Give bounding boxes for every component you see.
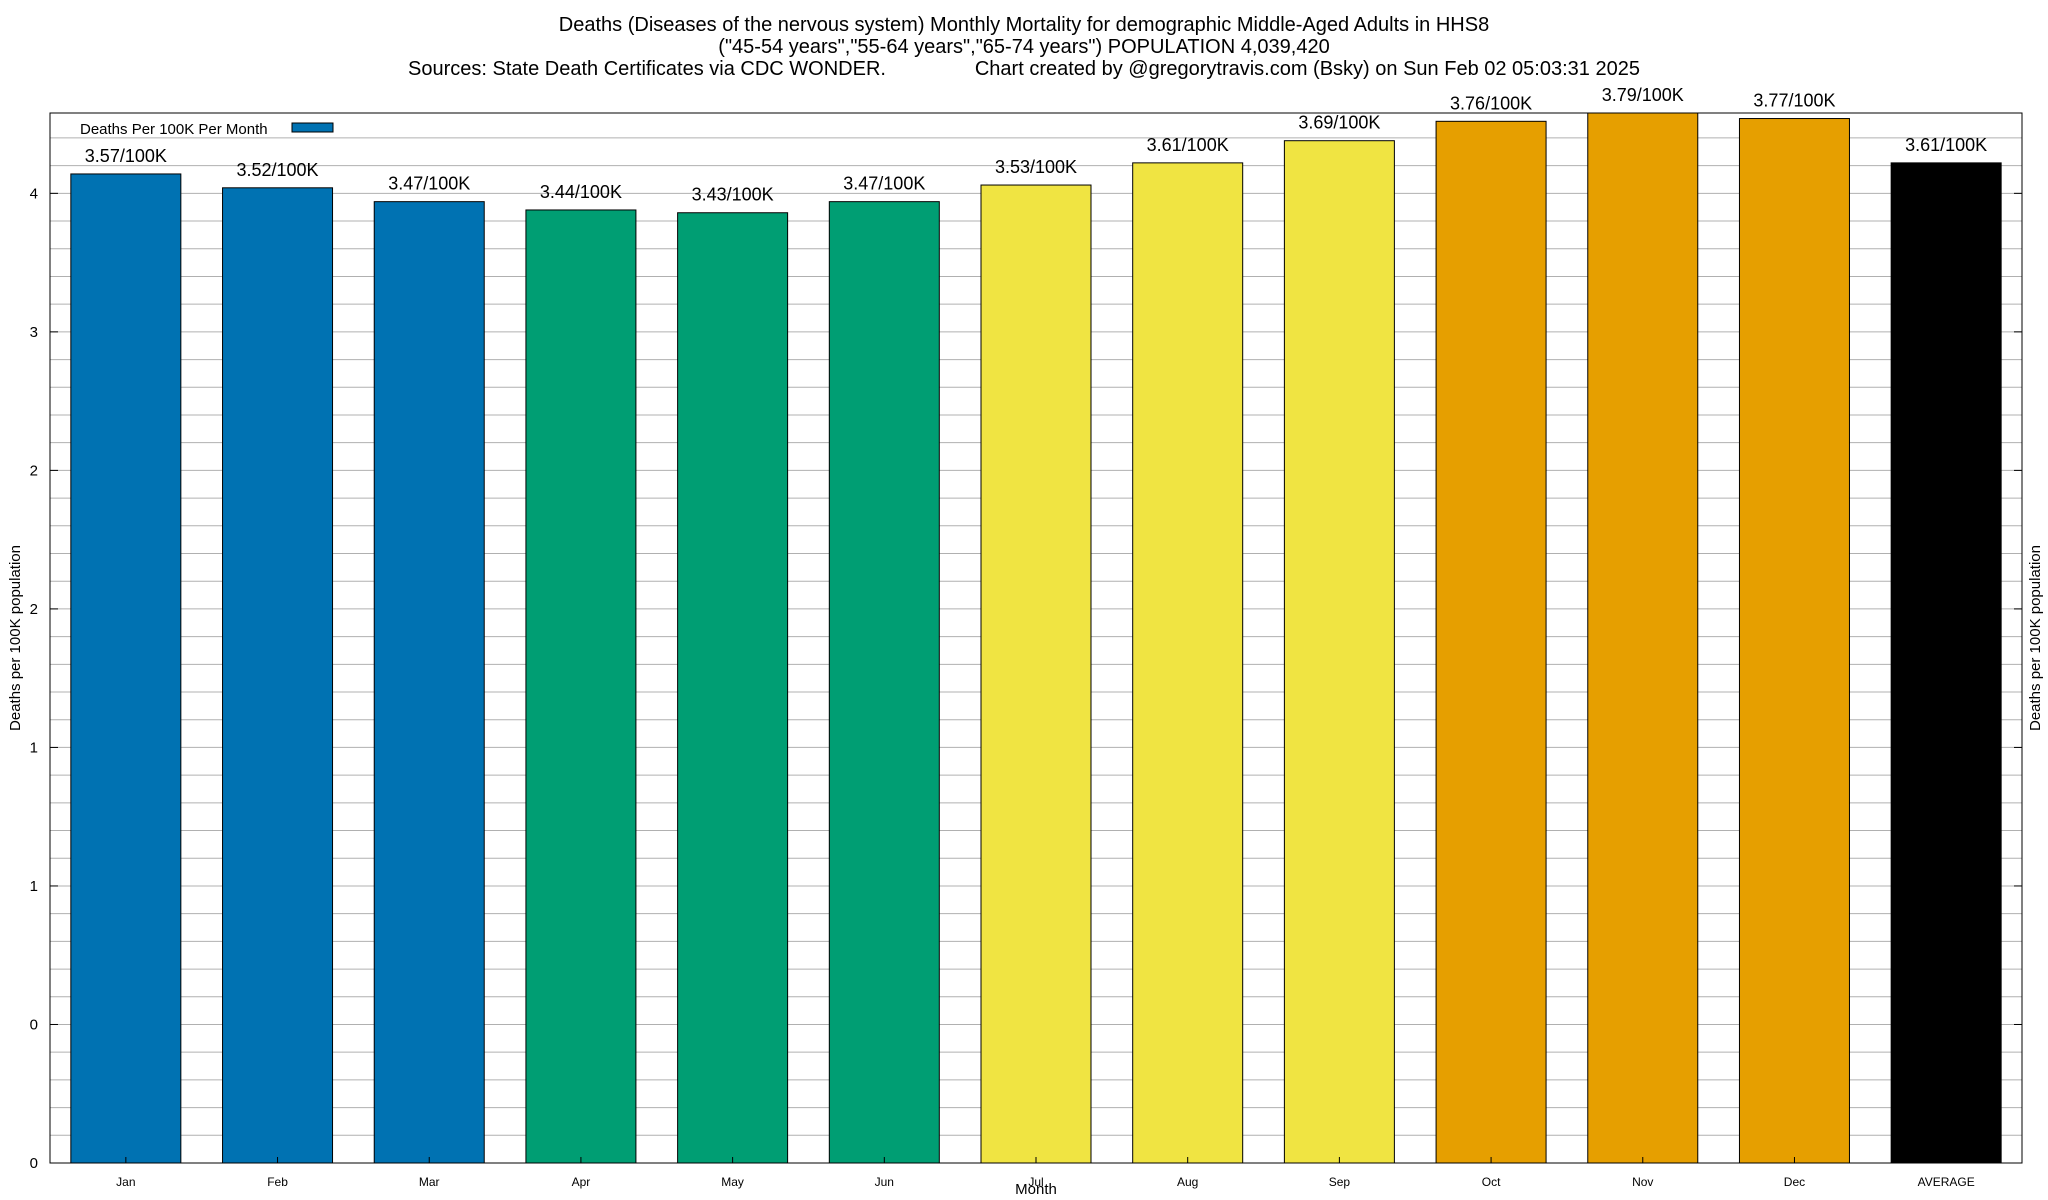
y-tick-label: 0 <box>30 1016 38 1033</box>
y-tick-label: 4 <box>30 185 38 202</box>
bar <box>222 187 334 1164</box>
bar <box>1587 112 1699 1164</box>
bar-value-label: 3.44/100K <box>540 182 622 202</box>
x-tick-label: AVERAGE <box>1918 1175 1975 1189</box>
x-tick-label: Dec <box>1784 1175 1805 1189</box>
bar <box>677 212 789 1164</box>
bar <box>828 201 940 1164</box>
x-tick-label: Feb <box>267 1175 288 1189</box>
legend-label: Deaths Per 100K Per Month <box>80 121 268 138</box>
bar-value-label: 3.47/100K <box>388 174 470 194</box>
x-tick-label: Aug <box>1177 1175 1198 1189</box>
chart-source-line: Sources: State Death Certificates via CD… <box>408 58 1640 80</box>
bar-value-label: 3.61/100K <box>1905 135 1987 155</box>
axes: Jan Feb Mar Apr May Jun Jul Aug Sep Oct Nov Dec AVER… <box>7 112 2044 1198</box>
y-tick-label: 2 <box>30 462 38 479</box>
legend-swatch <box>291 122 334 133</box>
bar <box>1435 120 1547 1164</box>
bar-value-label: 3.53/100K <box>995 157 1077 177</box>
legend: Deaths Per 100K Per Month <box>80 121 334 138</box>
chart-title: Deaths (Diseases of the nervous system) … <box>558 14 1490 36</box>
y2-axis-title: Deaths per 100K population <box>2027 545 2044 731</box>
bars <box>70 112 2002 1164</box>
data-labels: 3.57/100K 3.52/100K 3.47/100K 3.44/100K 3.43… <box>85 85 1987 205</box>
chart-subtitle: ("45-54 years","55-64 years","65-74 year… <box>718 36 1330 58</box>
bar <box>1890 162 2002 1164</box>
bar-value-label: 3.47/100K <box>843 174 925 194</box>
x-tick-label: May <box>721 1175 744 1189</box>
y-tick-label: 1 <box>30 878 38 895</box>
y-tick-label: 0 <box>30 1155 38 1172</box>
x-tick-label: Jun <box>875 1175 894 1189</box>
bar <box>1738 118 1850 1164</box>
x-tick-label: Apr <box>572 1175 591 1189</box>
x-tick-label: Nov <box>1632 1175 1653 1189</box>
bar <box>525 209 637 1164</box>
x-tick-label: Jul <box>1028 1175 1043 1189</box>
chart-title-block: Deaths (Diseases of the nervous system) … <box>0 14 2048 80</box>
bar-value-label: 3.69/100K <box>1298 113 1380 133</box>
bar <box>70 173 182 1164</box>
y-tick-label: 2 <box>30 601 38 618</box>
bar-value-label: 3.61/100K <box>1147 135 1229 155</box>
x-tick-label: Jan <box>116 1175 135 1189</box>
bar-value-label: 3.77/100K <box>1753 91 1835 111</box>
x-axis-title: Month <box>1015 1181 1057 1198</box>
bar <box>980 184 1092 1164</box>
plot-frame <box>49 112 2023 1164</box>
bar <box>373 201 485 1164</box>
x-tick-label: Sep <box>1329 1175 1351 1189</box>
bar-value-label: 3.79/100K <box>1602 85 1684 105</box>
y-tick-label: 1 <box>30 739 38 756</box>
x-tick-label: Oct <box>1482 1175 1501 1189</box>
bar-value-label: 3.43/100K <box>692 185 774 205</box>
bar-value-label: 3.57/100K <box>85 146 167 166</box>
bar <box>1132 162 1244 1164</box>
y-axis-title: Deaths per 100K population <box>7 545 24 731</box>
bar-value-label: 3.52/100K <box>236 160 318 180</box>
bar-value-label: 3.76/100K <box>1450 93 1532 113</box>
y-tick-label: 3 <box>30 324 38 341</box>
bar <box>1283 140 1395 1164</box>
x-tick-label: Mar <box>419 1175 440 1189</box>
